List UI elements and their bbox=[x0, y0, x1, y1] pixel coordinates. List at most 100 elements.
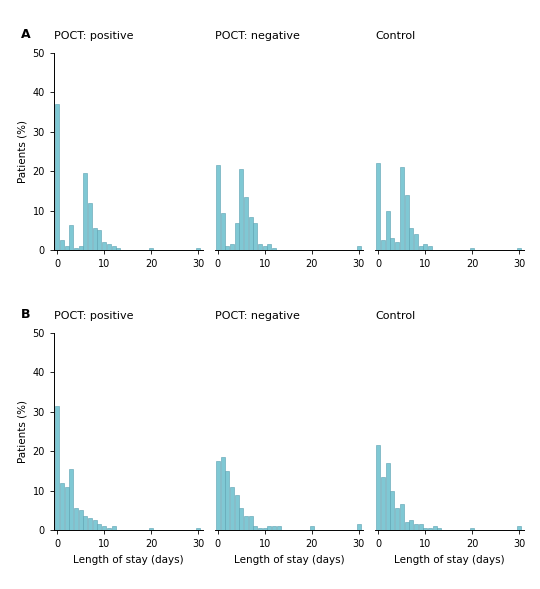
X-axis label: Length of stay (days): Length of stay (days) bbox=[234, 555, 344, 565]
Bar bbox=[395, 242, 399, 250]
Bar bbox=[230, 244, 234, 250]
Bar bbox=[74, 508, 78, 530]
Bar bbox=[356, 524, 361, 530]
Bar bbox=[400, 504, 404, 530]
Bar bbox=[244, 197, 248, 250]
Bar bbox=[112, 526, 116, 530]
Bar bbox=[60, 240, 64, 250]
Bar bbox=[249, 217, 253, 250]
Bar bbox=[55, 104, 59, 250]
Bar bbox=[69, 469, 73, 530]
Text: POCT: negative: POCT: negative bbox=[214, 31, 300, 41]
Bar bbox=[83, 517, 87, 530]
Bar bbox=[263, 528, 267, 530]
Bar bbox=[423, 244, 427, 250]
Bar bbox=[390, 239, 395, 250]
Bar bbox=[102, 526, 106, 530]
Bar bbox=[74, 248, 78, 250]
Text: Control: Control bbox=[375, 31, 415, 41]
Bar bbox=[409, 229, 413, 250]
Y-axis label: Patients (%): Patients (%) bbox=[17, 400, 27, 463]
Bar bbox=[386, 211, 390, 250]
Bar bbox=[220, 213, 225, 250]
Bar bbox=[83, 173, 87, 250]
Bar bbox=[404, 195, 409, 250]
Bar bbox=[196, 528, 200, 530]
Bar bbox=[79, 246, 83, 250]
Bar bbox=[107, 244, 111, 250]
Bar bbox=[272, 526, 276, 530]
Bar bbox=[470, 528, 474, 530]
X-axis label: Length of stay (days): Length of stay (days) bbox=[394, 555, 505, 565]
Bar bbox=[277, 526, 281, 530]
Text: POCT: positive: POCT: positive bbox=[54, 311, 133, 321]
Bar bbox=[517, 248, 521, 250]
Bar bbox=[93, 520, 97, 530]
Bar bbox=[395, 508, 399, 530]
Y-axis label: Patients (%): Patients (%) bbox=[17, 120, 27, 183]
Bar bbox=[253, 526, 258, 530]
Text: Control: Control bbox=[375, 311, 415, 321]
Bar bbox=[102, 242, 106, 250]
Bar bbox=[381, 477, 385, 530]
Bar bbox=[98, 230, 102, 250]
Bar bbox=[216, 166, 220, 250]
Bar bbox=[60, 483, 64, 530]
Bar bbox=[65, 246, 69, 250]
X-axis label: Length of stay (days): Length of stay (days) bbox=[73, 555, 184, 565]
Bar bbox=[196, 248, 200, 250]
Bar bbox=[381, 240, 385, 250]
Bar bbox=[258, 244, 262, 250]
Bar bbox=[239, 508, 244, 530]
Bar bbox=[88, 203, 92, 250]
Text: B: B bbox=[21, 308, 31, 321]
Bar bbox=[230, 487, 234, 530]
Bar bbox=[400, 167, 404, 250]
Bar bbox=[107, 528, 111, 530]
Bar bbox=[517, 526, 521, 530]
Bar bbox=[437, 528, 441, 530]
Bar bbox=[376, 163, 380, 250]
Bar bbox=[149, 528, 153, 530]
Bar bbox=[234, 495, 239, 530]
Bar bbox=[253, 223, 258, 250]
Bar bbox=[55, 406, 59, 530]
Bar bbox=[112, 246, 116, 250]
Bar bbox=[216, 461, 220, 530]
Bar bbox=[258, 528, 262, 530]
Bar bbox=[249, 517, 253, 530]
Bar bbox=[220, 457, 225, 530]
Bar bbox=[272, 248, 276, 250]
Text: POCT: negative: POCT: negative bbox=[214, 311, 300, 321]
Bar bbox=[404, 522, 409, 530]
Bar bbox=[69, 224, 73, 250]
Bar bbox=[65, 487, 69, 530]
Bar bbox=[409, 520, 413, 530]
Bar bbox=[356, 246, 361, 250]
Text: POCT: positive: POCT: positive bbox=[54, 31, 133, 41]
Bar bbox=[470, 248, 474, 250]
Bar bbox=[376, 445, 380, 530]
Bar bbox=[244, 517, 248, 530]
Bar bbox=[418, 524, 423, 530]
Bar bbox=[98, 524, 102, 530]
Bar bbox=[433, 526, 437, 530]
Bar bbox=[423, 528, 427, 530]
Bar bbox=[149, 248, 153, 250]
Bar bbox=[225, 471, 229, 530]
Bar bbox=[88, 518, 92, 530]
Bar bbox=[428, 528, 432, 530]
Bar bbox=[414, 234, 418, 250]
Bar bbox=[386, 463, 390, 530]
Text: A: A bbox=[21, 28, 31, 41]
Bar bbox=[414, 524, 418, 530]
Bar bbox=[239, 169, 244, 250]
Bar bbox=[418, 246, 423, 250]
Bar bbox=[234, 223, 239, 250]
Bar bbox=[263, 246, 267, 250]
Bar bbox=[79, 511, 83, 530]
Bar bbox=[267, 244, 272, 250]
Bar bbox=[93, 229, 97, 250]
Bar bbox=[116, 248, 120, 250]
Bar bbox=[309, 526, 314, 530]
